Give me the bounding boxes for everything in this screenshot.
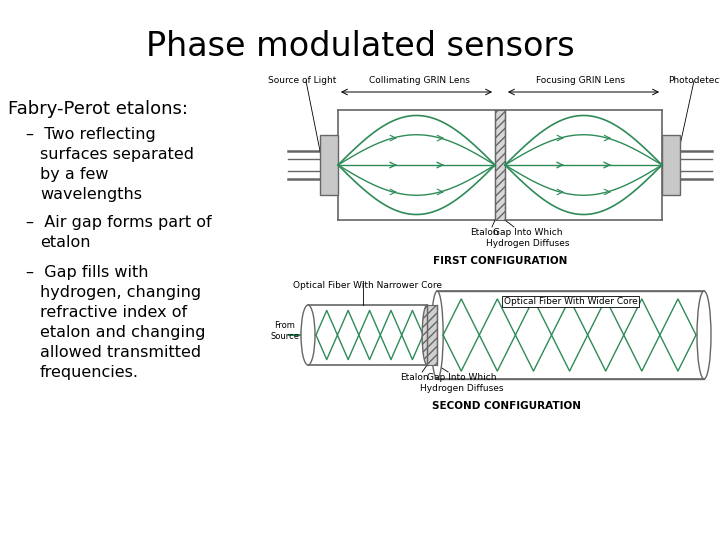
- Text: –  Two reflecting: – Two reflecting: [26, 127, 156, 142]
- Text: wavelengths: wavelengths: [40, 187, 142, 202]
- Text: –  Gap fills with: – Gap fills with: [26, 265, 148, 280]
- Text: Focusing GRIN Lens: Focusing GRIN Lens: [536, 76, 626, 85]
- Text: From: From: [274, 321, 295, 330]
- Text: Fabry-Perot etalons:: Fabry-Perot etalons:: [8, 100, 188, 118]
- Text: refractive index of: refractive index of: [40, 305, 187, 320]
- Ellipse shape: [301, 305, 315, 365]
- Bar: [662, 135, 680, 195]
- Ellipse shape: [697, 291, 711, 379]
- Text: Source: Source: [271, 332, 300, 341]
- Text: Etalon: Etalon: [469, 228, 498, 237]
- Text: by a few: by a few: [40, 167, 109, 182]
- Bar: [437, 291, 704, 379]
- Text: surfaces separated: surfaces separated: [40, 147, 194, 162]
- Text: Optical Fiber With Narrower Core: Optical Fiber With Narrower Core: [293, 281, 442, 290]
- Text: SECOND CONFIGURATION: SECOND CONFIGURATION: [431, 401, 580, 411]
- Text: Phase modulated sensors: Phase modulated sensors: [145, 30, 575, 63]
- Text: Source of Light: Source of Light: [268, 76, 336, 85]
- Text: –  Air gap forms part of: – Air gap forms part of: [26, 215, 212, 230]
- Bar: [427, 305, 437, 365]
- Text: Gap Into Which: Gap Into Which: [428, 373, 497, 382]
- Text: FIRST CONFIGURATION: FIRST CONFIGURATION: [433, 256, 567, 266]
- Text: frequencies.: frequencies.: [40, 365, 139, 380]
- Text: etalon: etalon: [40, 235, 91, 250]
- Text: Hydrogen Diffuses: Hydrogen Diffuses: [486, 239, 570, 248]
- Text: hydrogen, changing: hydrogen, changing: [40, 285, 201, 300]
- Bar: [495, 110, 505, 220]
- Ellipse shape: [422, 305, 432, 365]
- Ellipse shape: [431, 291, 443, 379]
- Text: Hydrogen Diffuses: Hydrogen Diffuses: [420, 384, 504, 393]
- Text: allowed transmitted: allowed transmitted: [40, 345, 201, 360]
- Text: etalon and changing: etalon and changing: [40, 325, 205, 340]
- Text: Optical Fiber With Wider Core: Optical Fiber With Wider Core: [504, 297, 637, 306]
- Text: Gap Into Which: Gap Into Which: [493, 228, 563, 237]
- Text: Collimating GRIN Lens: Collimating GRIN Lens: [369, 76, 469, 85]
- Text: Etalon: Etalon: [400, 373, 428, 382]
- Bar: [320, 135, 338, 195]
- Text: Photodetector: Photodetector: [668, 76, 720, 85]
